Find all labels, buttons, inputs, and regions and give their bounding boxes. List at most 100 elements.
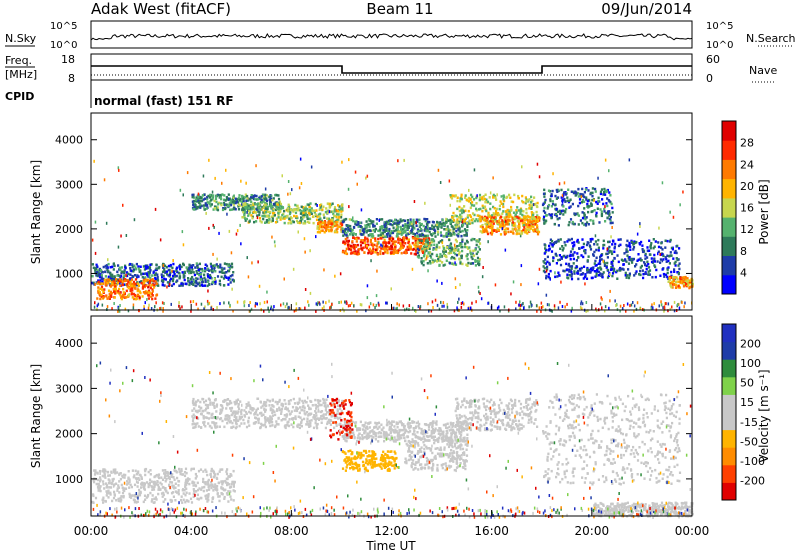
data-cell (436, 233, 440, 236)
data-cell (165, 270, 169, 273)
data-cell (590, 203, 593, 206)
data-cell (570, 265, 574, 268)
data-cell (231, 274, 234, 277)
data-cell (366, 237, 369, 240)
data-cell (219, 283, 222, 287)
data-cell (291, 188, 293, 192)
data-cell (557, 240, 560, 243)
data-cell (675, 257, 678, 260)
data-cell (153, 273, 156, 277)
data-cell (341, 206, 344, 210)
data-cell (562, 269, 565, 273)
data-cell (309, 202, 312, 205)
data-cell (583, 249, 586, 253)
data-cell (517, 219, 520, 223)
data-cell (223, 267, 226, 270)
data-cell (601, 306, 603, 310)
data-cell (476, 219, 479, 223)
data-cell (145, 267, 148, 270)
data-cell (560, 280, 562, 284)
data-cell (507, 216, 510, 219)
data-cell (337, 225, 340, 229)
data-cell (230, 251, 233, 255)
data-cell (119, 293, 122, 297)
nsky-label: N.Sky (5, 32, 37, 45)
data-cell (461, 249, 464, 253)
data-cell (574, 212, 577, 216)
data-cell (544, 247, 547, 250)
data-cell (483, 230, 486, 234)
data-cell (180, 284, 183, 287)
data-cell (555, 215, 558, 218)
data-cell (111, 273, 114, 277)
data-cell (600, 268, 603, 271)
data-cell (173, 487, 176, 490)
colorbar-tick-label: 8 (740, 245, 747, 258)
data-cell (601, 297, 603, 301)
data-cell (147, 291, 150, 294)
data-cell (426, 238, 429, 242)
data-cell (254, 203, 257, 206)
data-cell (641, 248, 644, 251)
data-cell (110, 292, 113, 295)
data-cell (402, 219, 405, 222)
data-cell (507, 230, 510, 234)
data-cell (599, 255, 602, 259)
data-cell (161, 276, 164, 279)
data-cell (489, 202, 492, 205)
data-cell (461, 245, 464, 249)
data-cell (306, 220, 309, 224)
data-cell (329, 229, 332, 232)
data-cell (183, 471, 187, 474)
data-cell (246, 197, 249, 200)
data-cell (416, 243, 419, 246)
data-cell (536, 224, 539, 227)
data-cell (336, 220, 339, 224)
data-cell (267, 214, 270, 217)
data-cell (468, 222, 471, 225)
data-cell (542, 192, 546, 196)
data-cell (217, 495, 220, 498)
data-cell (214, 483, 217, 486)
data-cell (679, 203, 681, 207)
data-cell (242, 203, 245, 206)
data-cell (157, 492, 160, 496)
data-cell (503, 231, 506, 234)
data-cell (464, 242, 467, 245)
data-cell (192, 203, 195, 207)
data-cell (672, 275, 675, 279)
data-cell (429, 262, 432, 265)
data-cell (379, 250, 382, 253)
nsky-tick-bottom: 10^0 (50, 40, 77, 51)
data-cell (316, 227, 319, 230)
data-cell (317, 301, 319, 305)
data-cell (204, 269, 207, 273)
data-cell (137, 284, 140, 287)
data-cell (172, 476, 175, 479)
data-cell (369, 302, 372, 306)
data-cell (302, 209, 305, 212)
data-cell (258, 216, 262, 220)
data-cell (499, 215, 502, 219)
data-cell (635, 240, 638, 244)
data-cell (591, 210, 594, 213)
data-cell (451, 247, 454, 250)
data-cell (304, 211, 308, 214)
data-cell (289, 192, 292, 196)
data-cell (227, 490, 230, 493)
data-cell (578, 247, 581, 250)
data-cell (354, 250, 357, 253)
data-cell (585, 216, 588, 219)
data-cell (300, 182, 303, 185)
data-cell (449, 221, 452, 224)
data-cell (227, 500, 230, 503)
data-cell (506, 218, 509, 222)
data-cell (131, 265, 134, 269)
data-cell (428, 220, 431, 224)
data-cell (469, 249, 472, 253)
data-cell (563, 269, 566, 273)
data-cell (384, 225, 387, 228)
data-cell (128, 495, 131, 499)
data-cell (376, 253, 379, 256)
data-cell (505, 215, 508, 219)
